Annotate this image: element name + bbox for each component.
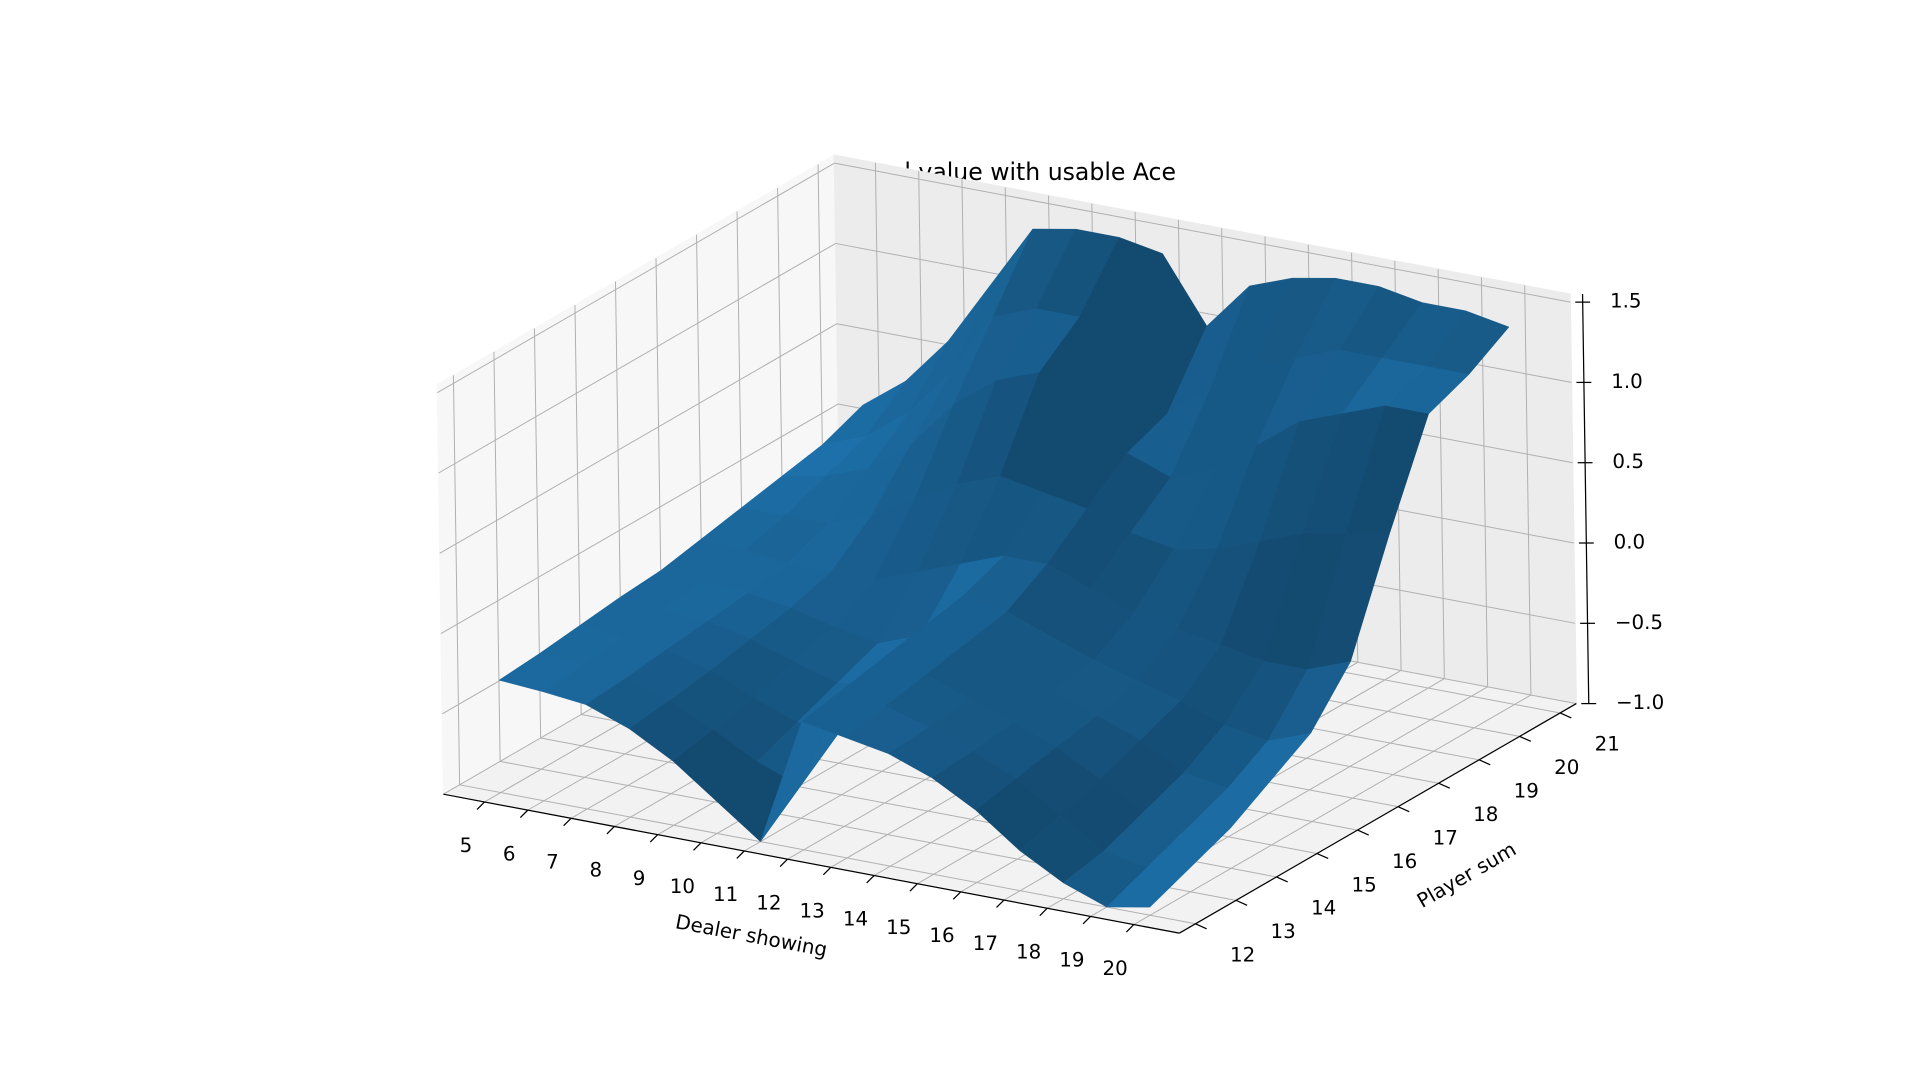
- axis-line: [1581, 294, 1590, 704]
- x-tick-label: 5: [460, 834, 473, 857]
- x-tick: [563, 817, 572, 827]
- grid-line: [452, 375, 461, 785]
- z-tick-label: −0.5: [1615, 611, 1663, 634]
- x-tick: [996, 899, 1005, 908]
- x-tick: [866, 875, 875, 884]
- x-tick: [1039, 907, 1048, 917]
- y-tick: [1438, 782, 1451, 789]
- y-tick: [1397, 806, 1410, 813]
- x-tick-label: 20: [1103, 957, 1128, 980]
- grid-line: [1524, 285, 1532, 696]
- x-tick: [1125, 924, 1135, 933]
- x-tick: [822, 866, 832, 876]
- y-tick-label: 20: [1554, 756, 1579, 779]
- y-tick-label: 19: [1514, 780, 1539, 803]
- x-tick-label: 11: [713, 883, 738, 906]
- x-tick-label: 7: [546, 850, 559, 873]
- y-tick: [1357, 829, 1369, 836]
- grid-line: [438, 243, 836, 474]
- grid-line: [439, 323, 838, 554]
- y-tick-label: 14: [1311, 897, 1336, 920]
- x-tick-label: 9: [633, 867, 646, 890]
- x-tick: [476, 801, 485, 810]
- y-axis-label: Player sum: [1413, 838, 1520, 913]
- y-tick: [1559, 712, 1572, 719]
- grid-line: [437, 162, 835, 394]
- x-tick-label: 15: [886, 916, 911, 939]
- x-tick-label: 6: [503, 842, 516, 865]
- surface-patch: [1106, 867, 1191, 908]
- x-tick-label: 17: [973, 932, 998, 955]
- grid-line: [493, 351, 501, 762]
- grid-line: [1133, 694, 1532, 926]
- y-tick-label: 13: [1271, 920, 1296, 943]
- x-tick-label: 18: [1016, 940, 1041, 963]
- x-tick: [952, 891, 962, 900]
- y-tick-label: 16: [1392, 850, 1417, 873]
- x-tick: [779, 858, 788, 868]
- z-tick-label: −1.0: [1616, 691, 1664, 714]
- y-tick-label: 17: [1433, 826, 1458, 849]
- x-tick-label: 10: [670, 875, 695, 898]
- z-tick-label: 1.0: [1611, 370, 1643, 393]
- axis-line: [443, 793, 1180, 934]
- x-tick-label: 16: [929, 924, 954, 947]
- y-tick-label: 12: [1230, 944, 1255, 967]
- x-tick-label: 12: [756, 891, 781, 914]
- grid-line: [459, 784, 1196, 925]
- grid-line: [440, 403, 839, 635]
- axis-line: [1178, 703, 1577, 934]
- x-tick: [693, 842, 702, 851]
- x-tick-label: 19: [1059, 949, 1084, 972]
- y-tick-label: 18: [1473, 803, 1498, 826]
- y-tick: [1478, 759, 1491, 766]
- x-tick: [736, 850, 745, 859]
- y-tick: [1316, 852, 1329, 860]
- x-tick: [606, 826, 615, 835]
- y-tick: [1235, 899, 1248, 906]
- x-tick: [519, 809, 529, 819]
- y-tick-label: 15: [1352, 873, 1377, 896]
- x-tick-label: 13: [800, 900, 825, 923]
- y-tick-label: 21: [1595, 733, 1620, 756]
- y-tick: [1195, 923, 1207, 930]
- y-tick: [1276, 876, 1288, 883]
- y-tick: [1519, 735, 1532, 742]
- x-tick-label: 14: [843, 908, 868, 931]
- z-tick-label: 0.5: [1612, 450, 1644, 473]
- x-tick: [649, 834, 659, 843]
- x-tick: [1082, 915, 1091, 925]
- grid-line: [834, 162, 1571, 303]
- x-tick-label: 8: [589, 859, 602, 882]
- z-tick-label: 0.0: [1614, 531, 1646, 554]
- z-tick-label: 1.5: [1610, 290, 1642, 313]
- x-tick: [909, 883, 918, 892]
